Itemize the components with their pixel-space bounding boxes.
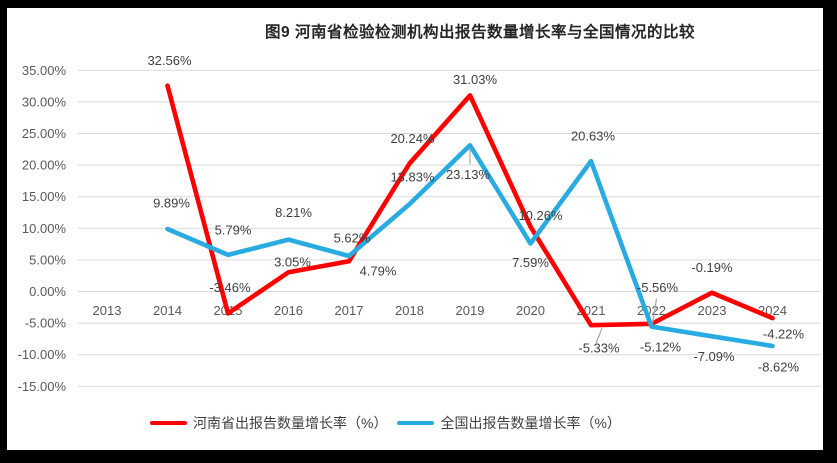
data-label-leader-line [595, 327, 603, 344]
data-label: 7.59% [512, 255, 549, 270]
y-axis-tick-label: -10.00% [18, 347, 67, 362]
x-axis-year-label: 2013 [93, 303, 122, 318]
x-axis-year-label: 2016 [274, 303, 303, 318]
chart-legend: 河南省出报告数量增长率（%） 全国出报告数量增长率（%） [150, 412, 621, 434]
national-series-line [165, 143, 775, 349]
frame-border-top [0, 0, 837, 8]
y-axis-tick-label: 5.00% [29, 252, 66, 267]
data-label: 13.83% [390, 170, 435, 185]
chart-title: 图9 河南省检验检测机构出报告数量增长率与全国情况的比较 [265, 24, 695, 41]
data-label: -5.56% [637, 280, 679, 295]
data-label: 3.05% [274, 255, 311, 270]
data-label: -7.09% [693, 349, 735, 364]
legend-label-national: 全国出报告数量增长率（%） [440, 415, 621, 431]
data-label: 5.62% [334, 230, 371, 245]
data-label: -8.62% [758, 359, 800, 374]
data-label: 9.89% [153, 195, 190, 210]
y-axis-tick-label: 15.00% [22, 189, 67, 204]
y-axis-tick-label: -15.00% [18, 379, 67, 394]
y-axis-tick-label: 20.00% [22, 158, 67, 173]
y-axis-tick-label: 35.00% [22, 63, 67, 78]
data-label: 20.63% [571, 129, 616, 144]
data-label: 31.03% [453, 72, 498, 87]
x-axis-year-label: 2019 [456, 303, 485, 318]
legend-item-national: 全国出报告数量增长率（%） [397, 413, 621, 433]
x-axis-year-label: 2018 [395, 303, 424, 318]
y-axis-tick-label: 25.00% [22, 126, 67, 141]
data-label: 5.79% [215, 222, 252, 237]
legend-swatch-national-blue-line [397, 420, 435, 426]
data-label: -5.12% [640, 339, 682, 354]
frame-border-left [0, 0, 7, 463]
data-label: 8.21% [275, 205, 312, 220]
legend-item-henan: 河南省出报告数量增长率（%） [150, 413, 387, 433]
data-label: -3.46% [209, 280, 251, 295]
data-label: 32.56% [147, 53, 192, 68]
legend-swatch-henan-red-line [150, 420, 187, 426]
henan-series-line [165, 83, 775, 328]
data-label: 4.79% [360, 264, 397, 279]
data-label: 10.26% [518, 208, 563, 223]
data-label: -5.33% [578, 341, 620, 356]
x-axis-year-label: 2023 [698, 303, 727, 318]
data-label-leader-line [651, 298, 658, 324]
y-axis-tick-label: 30.00% [22, 94, 67, 109]
data-label: 20.24% [390, 131, 435, 146]
frame-border-right [823, 0, 837, 463]
y-axis-tick-label: 0.00% [29, 284, 66, 299]
data-label: 23.13% [446, 167, 491, 182]
x-axis-year-label: 2020 [516, 303, 545, 318]
frame-border-bottom [0, 450, 837, 463]
y-axis-tick-label: 10.00% [22, 221, 67, 236]
x-axis-year-label: 2014 [153, 303, 182, 318]
x-axis-year-label: 2017 [335, 303, 364, 318]
y-axis-tick-label: -5.00% [25, 316, 67, 331]
data-label: -0.19% [691, 260, 733, 275]
legend-label-henan: 河南省出报告数量增长率（%） [193, 415, 388, 431]
data-label: -4.22% [763, 327, 805, 342]
